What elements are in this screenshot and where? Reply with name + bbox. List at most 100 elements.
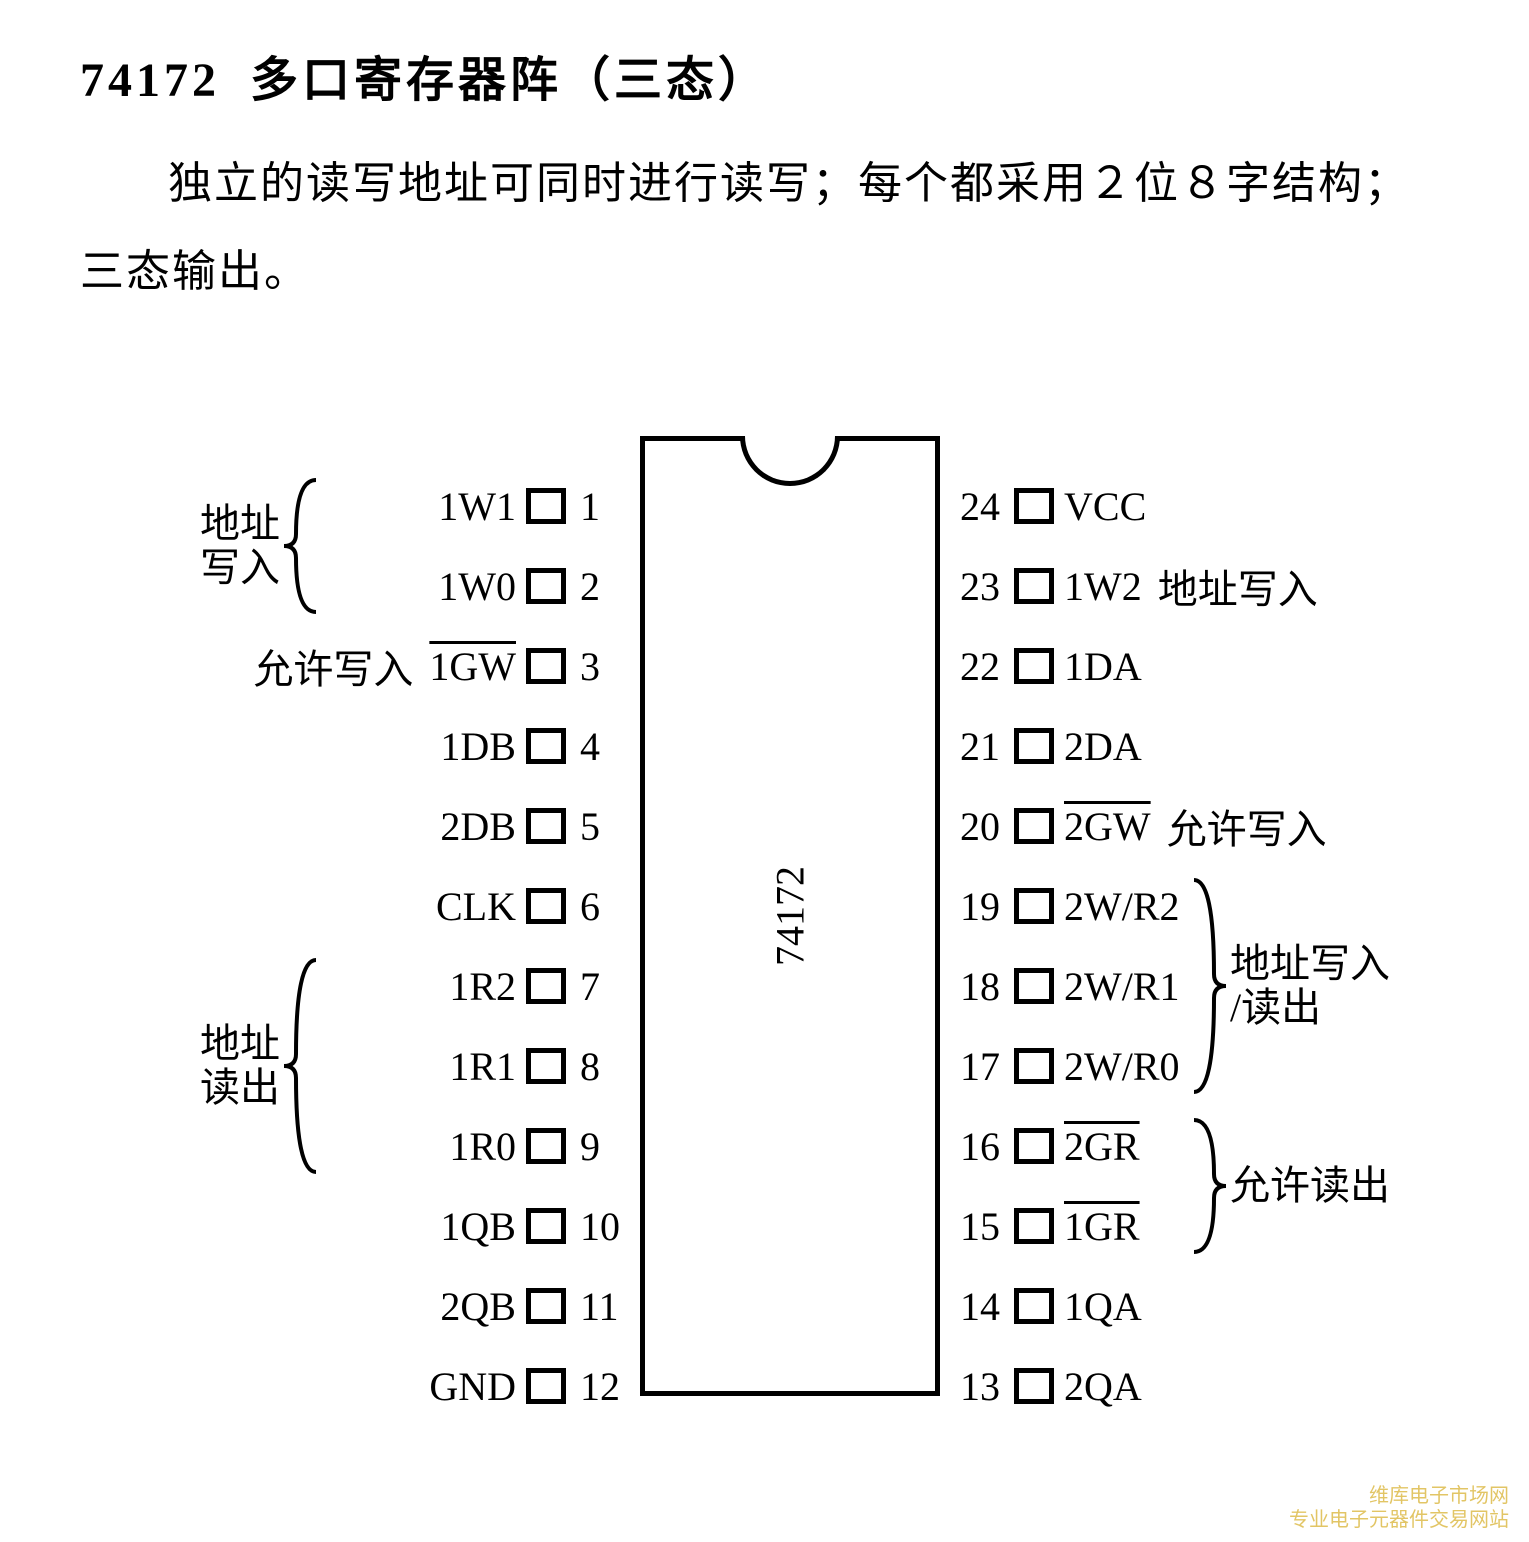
title-name: 多口寄存器阵（三态）: [250, 54, 770, 107]
pin-number: 9: [566, 1123, 640, 1170]
group-brace: 地址写入/读出: [1190, 876, 1390, 1096]
pin-number: 18: [940, 963, 1014, 1010]
pin-box: [1014, 1208, 1054, 1244]
pin-number: 6: [566, 883, 640, 930]
pin-row-right: 16 2GR: [940, 1106, 1150, 1186]
pin-row-right: 231W2地址写入: [940, 546, 1324, 626]
pin-box: [1014, 808, 1054, 844]
pin-number: 20: [940, 803, 1014, 850]
pin-label: 1W1: [428, 483, 526, 530]
pin-number: 7: [566, 963, 640, 1010]
pin-box: [1014, 968, 1054, 1004]
pin-number: 10: [566, 1203, 640, 1250]
pin-row-right: 24 VCC: [940, 466, 1156, 546]
description: 独立的读写地址可同时进行读写；每个都采用２位８字结构；三态输出。: [80, 140, 1449, 316]
pin-number: 1: [566, 483, 640, 530]
pin-number: 2: [566, 563, 640, 610]
pin-number: 24: [940, 483, 1014, 530]
pin-number: 14: [940, 1283, 1014, 1330]
pin-label: 1DA: [1054, 643, 1152, 690]
chip-label: 74172: [767, 866, 814, 966]
pin-row-left: 1W0 2: [428, 546, 640, 626]
pin-box: [526, 968, 566, 1004]
pin-box: [1014, 488, 1054, 524]
pin-label: 2GR: [1054, 1123, 1150, 1170]
pin-row-right: 13 2QA: [940, 1346, 1152, 1426]
pin-label: 1GR: [1054, 1203, 1150, 1250]
group-label: 地址写入/读出: [1230, 942, 1390, 1030]
pin-row-left: 1W1 1: [428, 466, 640, 546]
pin-number: 13: [940, 1363, 1014, 1410]
page: 74172多口寄存器阵（三态） 独立的读写地址可同时进行读写；每个都采用２位８字…: [0, 0, 1529, 1542]
pin-box: [1014, 1128, 1054, 1164]
pin-label: 1R2: [439, 963, 526, 1010]
pin-label: 1W0: [428, 563, 526, 610]
ic-pinout-diagram: 74172 1W111W02允许写入1GW31DB42DB5CLK61R271R…: [80, 376, 1449, 1426]
pin-box: [1014, 1288, 1054, 1324]
pin-box: [526, 1368, 566, 1404]
pin-label: 2DA: [1054, 723, 1152, 770]
watermark-line1: 维库电子市场网: [1289, 1484, 1509, 1508]
pin-row-left: 2DB 5: [430, 786, 640, 866]
pin-box: [526, 728, 566, 764]
page-title: 74172多口寄存器阵（三态）: [80, 40, 1449, 110]
pin-row-left: 1R2 7: [439, 946, 640, 1026]
pin-box: [1014, 1048, 1054, 1084]
pin-row-left: 1R1 8: [439, 1026, 640, 1106]
pin-number: 19: [940, 883, 1014, 930]
pin-label: CLK: [426, 883, 526, 930]
pin-desc: 允许写入: [247, 637, 419, 695]
pin-row-right: 21 2DA: [940, 706, 1152, 786]
pin-number: 17: [940, 1043, 1014, 1090]
chip-body: 74172: [640, 436, 940, 1396]
pin-box: [1014, 728, 1054, 764]
pin-box: [526, 648, 566, 684]
pin-row-right: 141QA: [940, 1266, 1152, 1346]
watermark-line2: 专业电子元器件交易网站: [1289, 1508, 1509, 1532]
pin-box: [526, 568, 566, 604]
chip-notch: [740, 436, 840, 486]
pin-number: 16: [940, 1123, 1014, 1170]
pin-box: [526, 488, 566, 524]
pin-box: [1014, 568, 1054, 604]
group-label: 地址读出: [200, 1022, 280, 1110]
pin-number: 5: [566, 803, 640, 850]
pin-label: 2W/R2: [1054, 883, 1190, 930]
group-brace: 地址写入: [200, 476, 320, 616]
group-brace: 允许读出: [1190, 1116, 1390, 1256]
pin-number: 12: [566, 1363, 640, 1410]
pin-row-left: GND12: [419, 1346, 640, 1426]
pin-label: 2GW: [1054, 803, 1161, 850]
pin-row-left: 1DB4: [430, 706, 640, 786]
pin-row-right: 18 2W/R1: [940, 946, 1190, 1026]
pin-number: 8: [566, 1043, 640, 1090]
pin-label: 2QA: [1054, 1363, 1152, 1410]
pin-label: 1GW: [419, 643, 526, 690]
pin-desc: 地址写入: [1152, 557, 1324, 615]
pin-number: 21: [940, 723, 1014, 770]
pin-row-right: 151GR: [940, 1186, 1150, 1266]
pin-box: [526, 1128, 566, 1164]
pin-box: [526, 1288, 566, 1324]
pin-label: 2DB: [430, 803, 526, 850]
pin-number: 11: [566, 1283, 640, 1330]
pin-box: [1014, 888, 1054, 924]
pin-row-left: CLK 6: [426, 866, 640, 946]
pin-label: 2QB: [430, 1283, 526, 1330]
pin-label: VCC: [1054, 483, 1156, 530]
pin-label: 1R0: [439, 1123, 526, 1170]
pin-label: 2W/R1: [1054, 963, 1190, 1010]
group-label: 允许读出: [1230, 1164, 1390, 1208]
group-label: 地址写入: [200, 502, 280, 590]
pin-row-right: 221DA: [940, 626, 1152, 706]
pin-number: 3: [566, 643, 640, 690]
pin-label: 1R1: [439, 1043, 526, 1090]
pin-label: 1W2: [1054, 563, 1152, 610]
pin-row-left: 2QB 11: [430, 1266, 640, 1346]
pin-row-left: 1R0 9: [439, 1106, 640, 1186]
pin-box: [1014, 648, 1054, 684]
pin-row-right: 19 2W/R2: [940, 866, 1190, 946]
group-brace: 地址读出: [200, 956, 320, 1176]
pin-row-left: 允许写入1GW 3: [247, 626, 640, 706]
pin-box: [526, 1048, 566, 1084]
